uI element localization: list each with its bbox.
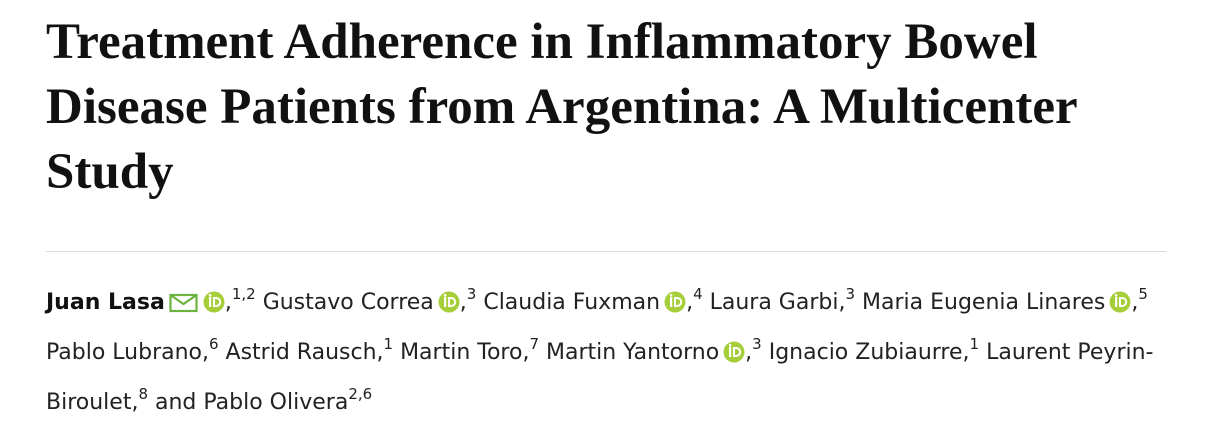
separator: , xyxy=(962,340,970,365)
author-name[interactable]: Claudia Fuxman xyxy=(483,290,661,315)
affiliation: 5 xyxy=(1138,285,1148,303)
orcid-icon[interactable] xyxy=(723,334,745,380)
author-list: Juan Lasa ,1,2 Gustavo Correa ,3 Claudia F… xyxy=(46,280,1171,423)
separator: , xyxy=(1131,290,1139,315)
affiliation: 2,6 xyxy=(348,385,373,403)
orcid-icon[interactable] xyxy=(1109,284,1131,330)
author-name[interactable]: Pablo Lubrano xyxy=(46,340,202,365)
author-name[interactable]: Juan Lasa xyxy=(46,290,165,315)
email-icon[interactable] xyxy=(169,284,199,330)
author-name[interactable]: Martin Toro xyxy=(400,340,523,365)
author-name[interactable]: Ignacio Zubiaurre xyxy=(768,340,963,365)
affiliation: 3 xyxy=(466,285,477,303)
affiliation: 3 xyxy=(845,285,856,303)
affiliation: 3 xyxy=(752,335,762,353)
orcid-icon[interactable] xyxy=(664,284,686,330)
separator: , xyxy=(745,340,753,365)
affiliation: 1 xyxy=(383,335,394,353)
author-name[interactable]: Astrid Rausch xyxy=(225,340,377,365)
author-name[interactable]: Martin Yantorno xyxy=(546,340,720,365)
author-name[interactable]: Maria Eugenia Linares xyxy=(862,290,1106,315)
affiliation: 1 xyxy=(969,335,980,353)
separator: , xyxy=(202,340,209,365)
separator: , xyxy=(224,290,232,315)
author-name[interactable]: Laurent Peyrin-Biroulet xyxy=(46,340,1154,415)
affiliation: 4 xyxy=(693,285,703,303)
author-name[interactable]: Pablo Olivera xyxy=(203,390,349,415)
separator: , xyxy=(131,390,139,415)
connector: and xyxy=(155,390,197,415)
separator: , xyxy=(686,290,694,315)
affiliation: 7 xyxy=(529,335,539,353)
orcid-icon[interactable] xyxy=(438,284,460,330)
affiliation: 8 xyxy=(138,385,148,403)
title: Treatment Adherence in Inflammatory Bowe… xyxy=(46,14,1077,200)
orcid-icon[interactable] xyxy=(203,284,225,330)
separator: , xyxy=(459,290,467,315)
divider xyxy=(46,251,1166,252)
author-name[interactable]: Laura Garbi xyxy=(709,290,839,315)
author-name[interactable]: Gustavo Correa xyxy=(262,290,434,315)
separator: , xyxy=(522,340,530,365)
separator: , xyxy=(376,340,384,365)
affiliation: 6 xyxy=(209,335,219,353)
affiliation: 1,2 xyxy=(231,285,256,303)
separator: , xyxy=(838,290,846,315)
